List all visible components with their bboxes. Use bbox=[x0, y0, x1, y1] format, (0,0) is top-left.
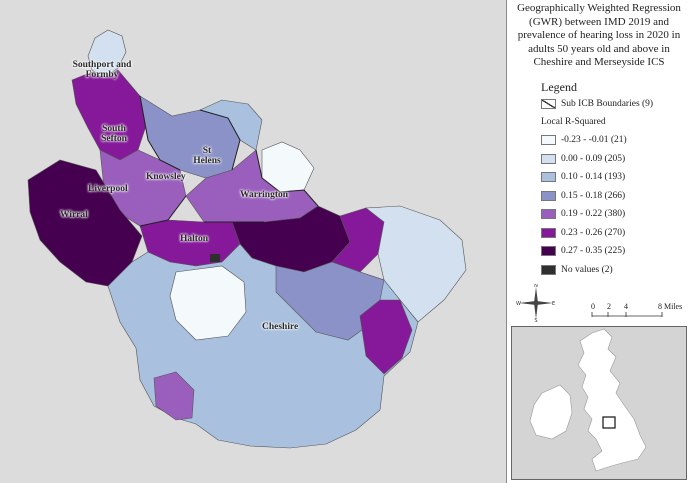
compass-s: S bbox=[534, 318, 537, 322]
legend-swatch bbox=[541, 264, 556, 275]
place-label-halton-text: Halton bbox=[180, 234, 208, 244]
legend-boundary-row: Sub ICB Boundaries (9) bbox=[541, 98, 653, 110]
place-label-wirral-text: Wirral bbox=[60, 210, 88, 220]
region-sw-purple bbox=[153, 371, 195, 421]
place-label-cheshire-text: Cheshire bbox=[262, 322, 299, 332]
uk-outline bbox=[529, 328, 647, 472]
boundary-swatch-icon bbox=[541, 99, 556, 109]
sub-icb-boundary bbox=[139, 195, 187, 227]
region-central-light bbox=[169, 265, 247, 341]
map-panel[interactable]: Southport and Formby South Sefton St Hel… bbox=[0, 0, 507, 483]
legend-class-label: 0.10 - 0.14 (193) bbox=[561, 172, 626, 182]
place-label-halton: Halton bbox=[180, 234, 208, 244]
place-label-wirral: Wirral bbox=[60, 210, 88, 220]
sub-icb-boundary bbox=[139, 95, 181, 171]
scale-tick-8: 8 Miles bbox=[658, 302, 682, 311]
legend-class-row: -0.23 - -0.01 (21) bbox=[541, 134, 627, 146]
legend-class-label: -0.23 - -0.01 (21) bbox=[561, 135, 627, 145]
legend-swatch bbox=[541, 190, 556, 201]
legend-subheading: Local R-Squared bbox=[541, 116, 606, 128]
scale-tick-2: 2 bbox=[607, 302, 611, 311]
sub-icb-boundary bbox=[255, 149, 319, 207]
place-label-knowsley[interactable]: Knowsley bbox=[146, 172, 186, 182]
choropleth-map bbox=[27, 29, 467, 449]
place-label-warrington-text: Warrington bbox=[240, 190, 289, 200]
legend-swatch bbox=[541, 153, 556, 164]
place-label-south-sefton-text: South Sefton bbox=[101, 124, 127, 144]
place-label-southport: Southport and Formby bbox=[72, 60, 132, 80]
legend-class-label: 0.15 - 0.18 (266) bbox=[561, 190, 626, 201]
place-label-st-helens: St Helens bbox=[192, 146, 222, 166]
place-label-southport-text: Southport and Formby bbox=[72, 60, 132, 80]
legend-class-label: 0.00 - 0.09 (205) bbox=[561, 153, 626, 164]
legend-class-row: 0.23 - 0.26 (270) bbox=[541, 227, 625, 239]
legend-class-label: 0.19 - 0.22 (380) bbox=[561, 209, 626, 219]
region-east-cheshire bbox=[365, 205, 467, 323]
legend-subheading-text: Local R-Squared bbox=[541, 117, 606, 127]
north-arrow: N S W E bbox=[516, 283, 556, 324]
legend-swatch bbox=[541, 209, 556, 219]
region-south-sefton bbox=[71, 69, 149, 161]
legend-class-row: No values (2) bbox=[541, 264, 613, 276]
place-label-liverpool-text: Liverpool bbox=[88, 184, 128, 194]
legend-class-label: 0.23 - 0.26 (270) bbox=[561, 227, 626, 238]
legend-class-row: 0.00 - 0.09 (205) bbox=[541, 153, 625, 165]
region-east-purple bbox=[359, 299, 413, 375]
inset-locator-map bbox=[511, 326, 687, 480]
compass-w: W bbox=[516, 301, 521, 307]
region-no-values bbox=[210, 254, 220, 262]
place-label-south-sefton: South Sefton bbox=[96, 124, 132, 144]
place-label-st-helens-text: St Helens bbox=[193, 146, 221, 166]
map-title: Geographically Weighted Regression (GWR)… bbox=[517, 2, 681, 68]
region-southport bbox=[87, 29, 127, 79]
legend-class-label: 0.27 - 0.35 (225) bbox=[561, 246, 626, 256]
legend-heading: Legend bbox=[541, 80, 577, 94]
compass-n: N bbox=[534, 284, 538, 289]
compass-icon: N S W E bbox=[516, 283, 555, 324]
legend-swatch bbox=[541, 135, 556, 145]
legend-class-label: No values (2) bbox=[561, 264, 613, 275]
legend-class-row: 0.15 - 0.18 (266) bbox=[541, 190, 625, 202]
legend-class-row: 0.10 - 0.14 (193) bbox=[541, 171, 625, 183]
scale-tick-4: 4 bbox=[624, 302, 628, 311]
place-label-warrington: Warrington bbox=[240, 190, 288, 200]
compass-e: E bbox=[552, 301, 555, 307]
sub-icb-boundary bbox=[199, 109, 241, 171]
scale-bar: 0 2 4 8 Miles bbox=[588, 300, 688, 320]
place-label-knowsley-text: Knowsley bbox=[146, 172, 186, 182]
inset-locator-box bbox=[602, 416, 616, 429]
place-label-cheshire: Cheshire bbox=[262, 322, 298, 332]
place-label-liverpool: Liverpool bbox=[88, 184, 128, 194]
legend-class-row: 0.19 - 0.22 (380) bbox=[541, 208, 625, 220]
legend-boundary-label: Sub ICB Boundaries (9) bbox=[561, 99, 654, 109]
legend-class-row: 0.27 - 0.35 (225) bbox=[541, 245, 625, 257]
scale-tick-0: 0 bbox=[591, 302, 595, 311]
legend-swatch bbox=[541, 172, 556, 182]
legend-swatch bbox=[541, 227, 556, 238]
legend-swatch bbox=[541, 246, 556, 256]
